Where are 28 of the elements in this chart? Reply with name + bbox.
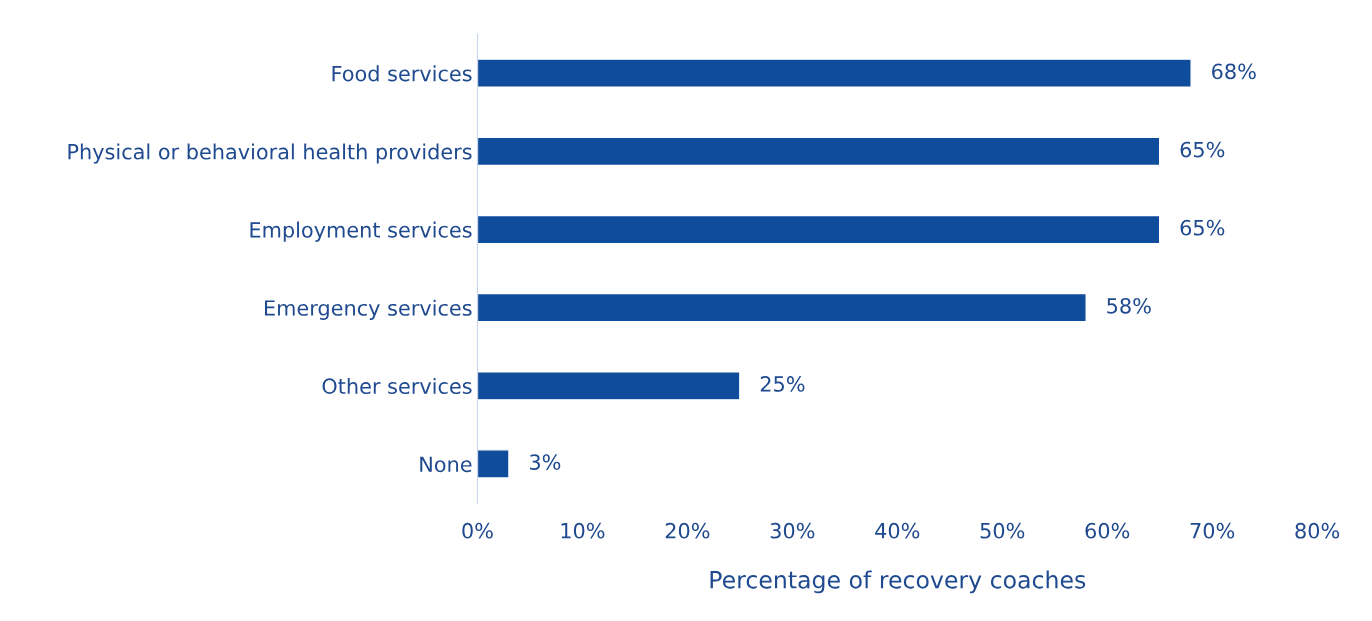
x-tick-label: 40% bbox=[875, 522, 920, 539]
y-tick-label: Physical or behavioral health providers bbox=[68, 143, 472, 164]
x-axis-title: Percentage of recovery coaches bbox=[710, 570, 1086, 594]
data-label: 65% bbox=[1180, 219, 1225, 236]
bar bbox=[477, 449, 510, 479]
data-label: 25% bbox=[760, 376, 805, 392]
bar bbox=[477, 292, 1087, 323]
y-tick-label: None bbox=[420, 456, 472, 473]
data-label: 68% bbox=[1212, 63, 1256, 80]
x-tick-label: 20% bbox=[665, 522, 710, 539]
x-tick-label: 0% bbox=[462, 522, 493, 539]
bar bbox=[477, 214, 1161, 245]
x-tick-label: 70% bbox=[1190, 522, 1235, 539]
data-label: 58% bbox=[1107, 297, 1151, 314]
x-tick-label: 60% bbox=[1085, 522, 1130, 539]
x-tick-label: 80% bbox=[1295, 522, 1340, 539]
x-tick-label: 30% bbox=[770, 522, 815, 539]
data-label: 65% bbox=[1180, 141, 1225, 158]
x-tick-label: 10% bbox=[561, 522, 605, 539]
y-tick-label: Food services bbox=[332, 65, 472, 82]
y-tick-label: Other services bbox=[322, 377, 472, 395]
data-label: 3% bbox=[529, 454, 561, 470]
y-tick-label: Emergency services bbox=[265, 299, 472, 320]
x-tick-label: 50% bbox=[980, 522, 1025, 539]
bar bbox=[477, 371, 741, 401]
bar bbox=[477, 136, 1161, 167]
y-tick-label: Employment services bbox=[250, 221, 472, 242]
bar bbox=[477, 58, 1192, 88]
